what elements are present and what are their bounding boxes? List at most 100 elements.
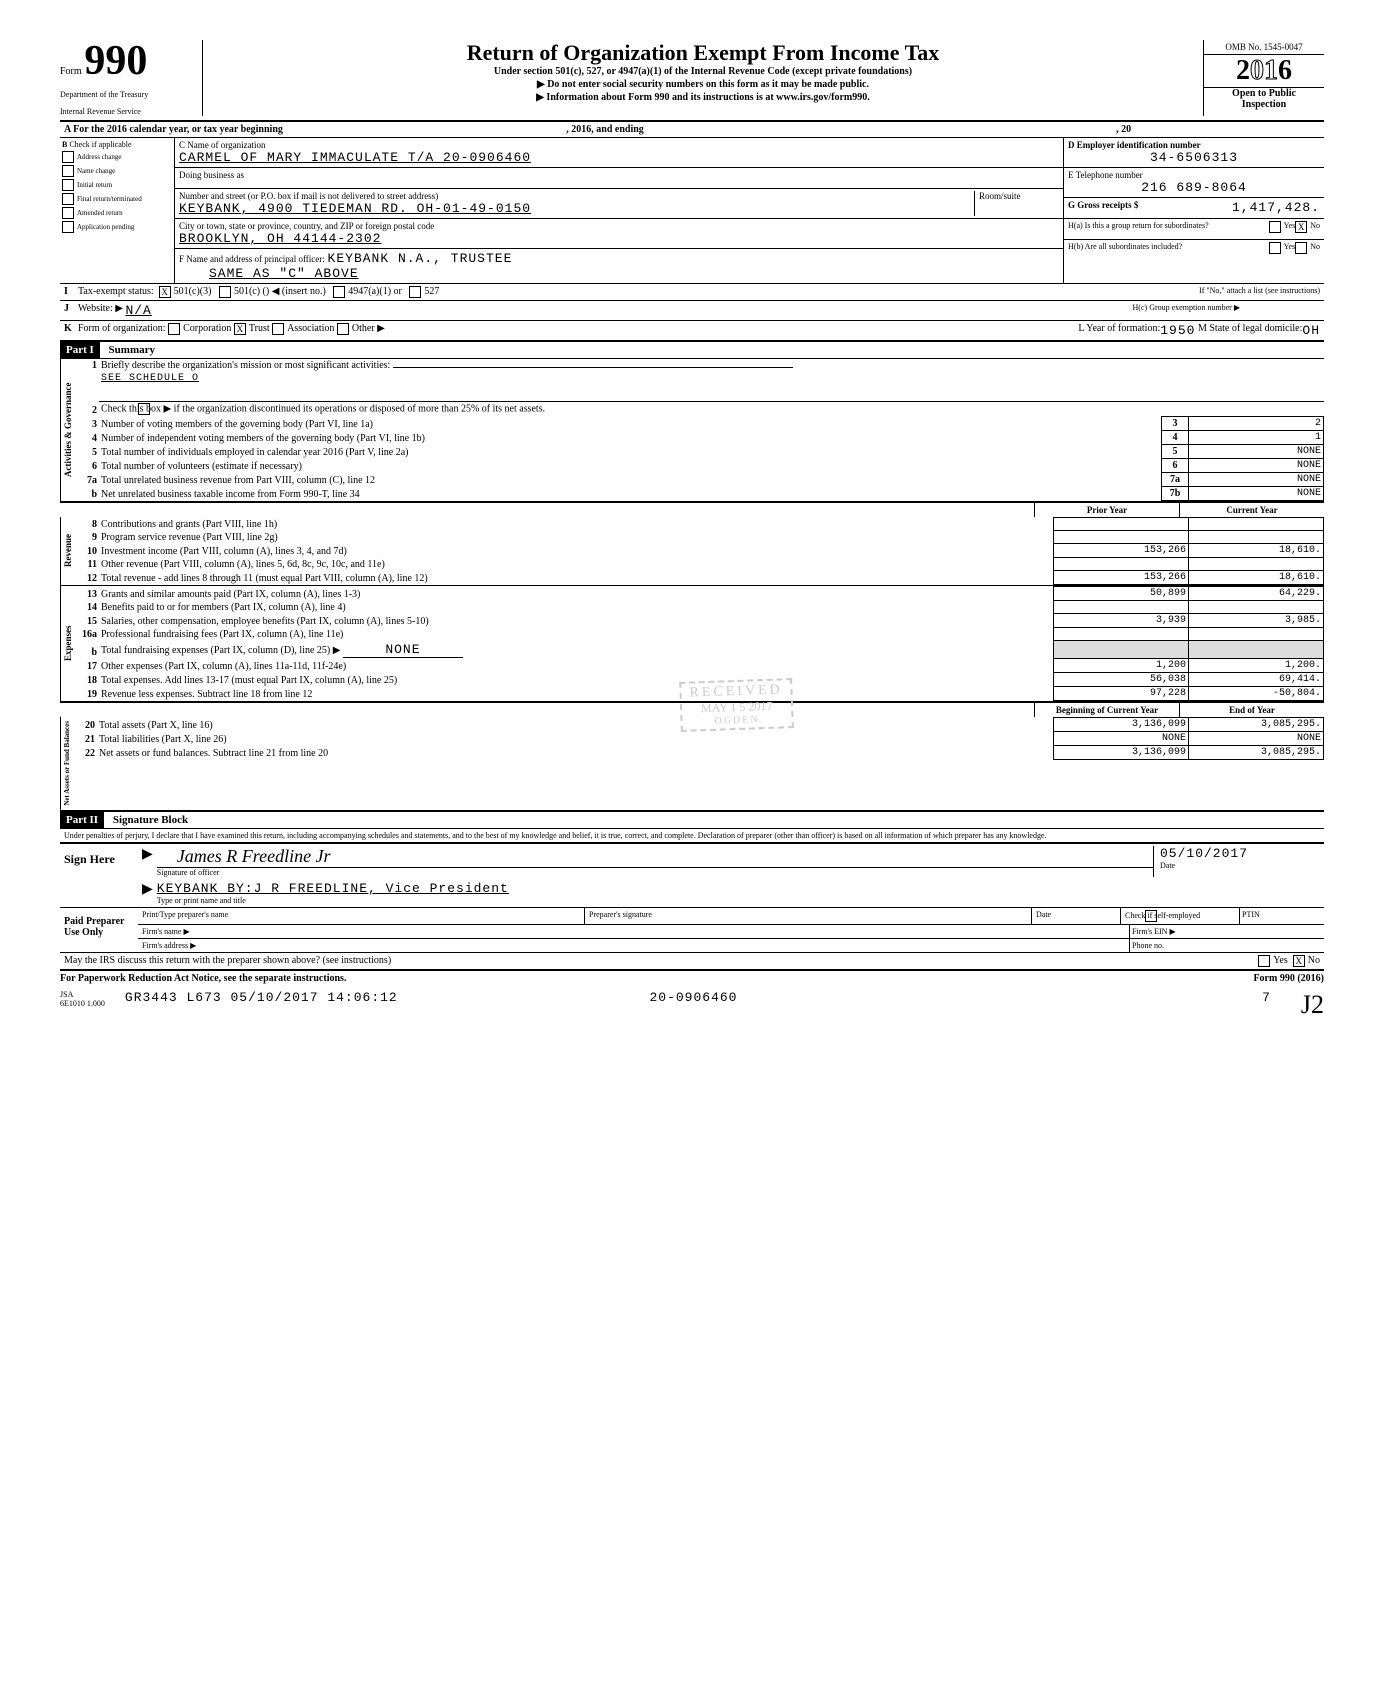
form-header: Form 990 Department of the Treasury Inte… [60,40,1324,122]
form-number-box: Form 990 Department of the Treasury Inte… [60,40,203,116]
column-c-org-info: C Name of organization CARMEL OF MARY IM… [175,138,1063,283]
part-1-header: Part I Summary [60,341,1324,359]
row-i: I Tax-exempt status: X 501(c)(3) 501(c) … [60,284,1324,301]
dept-irs: Internal Revenue Service [60,107,190,116]
chk-501c[interactable] [219,286,231,298]
line-12-prior: 153,266 [1054,571,1189,585]
line-7a-value: NONE [1189,473,1324,487]
row-a-text-mid: , 2016, and ending [566,124,644,135]
preparer-date-label: Date [1032,908,1121,924]
chk-initial-return[interactable] [62,179,74,191]
row-a-tax-year: A For the 2016 calendar year, or tax yea… [60,122,1324,138]
line-8-text: Contributions and grants (Part VIII, lin… [99,518,1054,531]
sidebar-net-assets: Net Assets or Fund Balances [60,717,73,810]
perjury-statement: Under penalties of perjury, I declare th… [60,829,1324,842]
line-22-current: 3,085,295. [1189,746,1324,760]
may-irs-text: May the IRS discuss this return with the… [64,955,391,967]
phone-value: 216 689-8064 [1068,180,1320,195]
jsa-code: 6E1010 1.000 [60,999,105,1008]
chk-other[interactable] [337,323,349,335]
line-12-text: Total revenue - add lines 8 through 11 (… [99,571,1054,585]
chk-name-change[interactable] [62,165,74,177]
prior-year-header: Prior Year [1034,503,1179,517]
title-box: Return of Organization Exempt From Incom… [203,40,1203,116]
line-6-text: Total number of volunteers (estimate if … [99,459,1162,473]
hb-yes[interactable] [1269,242,1281,254]
line-15-prior: 3,939 [1054,614,1189,628]
firm-ein-label: Firm's EIN ▶ [1130,925,1324,938]
header-info-section: B Check if applicable Address change Nam… [60,138,1324,284]
dba-label: Doing business as [179,170,1059,180]
part-1-title: Summary [103,344,155,356]
officer-label: F Name and address of principal officer: [179,254,325,264]
hb-no[interactable] [1295,242,1307,254]
ptin-label: PTIN [1240,908,1324,924]
line-15-text: Salaries, other compensation, employee b… [99,614,1054,628]
line-19-prior: 97,228 [1054,687,1189,701]
address-value: KEYBANK, 4900 TIEDEMAN RD. OH-01-49-0150 [179,201,974,216]
chk-application-pending[interactable] [62,221,74,233]
line-21-current: NONE [1189,732,1324,746]
preparer-sig-label: Preparer's signature [585,908,1032,924]
line-10-prior: 153,266 [1054,544,1189,558]
chk-4947[interactable] [333,286,345,298]
row-a-text-begin: A For the 2016 calendar year, or tax yea… [64,124,283,135]
part-1-badge: Part I [60,342,100,358]
row-k: K Form of organization: Corporation XTru… [60,321,1324,341]
footer-page-num: 7 [1262,990,1271,1020]
part-2-header: Part II Signature Block [60,811,1324,829]
tax-exempt-label: Tax-exempt status: [78,286,154,298]
chk-discontinued[interactable] [138,403,150,415]
instruction-line-1: ▶ Do not enter social security numbers o… [213,79,1193,90]
line-1-value: SEE SCHEDULE O [99,372,1324,385]
chk-address-change[interactable] [62,151,74,163]
sidebar-governance: Activities & Governance [60,359,75,501]
end-year-header: End of Year [1179,703,1324,717]
line-19-text: Revenue less expenses. Subtract line 18 … [99,687,1054,701]
line-4-value: 1 [1189,431,1324,445]
ha-no[interactable]: X [1295,221,1307,233]
form-footer: Form 990 (2016) [1253,973,1324,984]
sidebar-revenue: Revenue [60,517,75,585]
chk-corporation[interactable] [168,323,180,335]
j2-notation: J2 [1301,990,1324,1020]
arrow-icon-2 [142,881,157,905]
sidebar-expenses: Expenses [60,586,75,701]
form-word: Form [60,66,82,77]
chk-501c3[interactable]: X [159,286,171,298]
line-18-text: Total expenses. Add lines 13-17 (must eq… [99,673,1054,687]
address-label: Number and street (or P.O. box if mail i… [179,191,974,201]
form-title: Return of Organization Exempt From Incom… [213,40,1193,66]
officer-signature: James R Freedline Jr [157,846,1153,868]
signature-date: 05/10/2017 [1160,846,1320,861]
chk-may-no[interactable]: X [1293,955,1305,967]
line-7a-text: Total unrelated business revenue from Pa… [99,473,1162,487]
row-j: J Website: ▶ N/A H(c) Group exemption nu… [60,301,1324,321]
form-subtitle: Under section 501(c), 527, or 4947(a)(1)… [213,66,1193,77]
paid-preparer-label: Paid Preparer Use Only [60,908,138,952]
chk-association[interactable] [272,323,284,335]
k-label: K [64,323,78,338]
line-14-text: Benefits paid to or for members (Part IX… [99,601,1054,614]
chk-may-yes[interactable] [1258,955,1270,967]
line-13-prior: 50,899 [1054,587,1189,601]
year-formation-value: 1950 [1160,323,1195,338]
column-d-ein: D Employer identification number 34-6506… [1063,138,1324,283]
ein-label: D Employer identification number [1068,140,1320,150]
chk-527[interactable] [409,286,421,298]
officer-name: KEYBANK N.A., TRUSTEE [328,251,513,266]
chk-self-employed[interactable] [1145,910,1157,922]
line-20-text: Total assets (Part X, line 16) [97,718,1054,732]
ha-label: H(a) Is this a group return for subordin… [1068,221,1269,237]
ha-yes[interactable] [1269,221,1281,233]
chk-trust[interactable]: X [234,323,246,335]
line-10-current: 18,610. [1189,544,1324,558]
paperwork-row: For Paperwork Reduction Act Notice, see … [60,971,1324,984]
line-11-text: Other revenue (Part VIII, column (A), li… [99,558,1054,571]
chk-final-return[interactable] [62,193,74,205]
state-domicile-value: OH [1302,323,1320,338]
gross-receipts-label: G Gross receipts $ [1068,200,1138,216]
jsa-label: JSA [60,990,105,999]
city-value: BROOKLYN, OH 44144-2302 [179,231,1059,246]
chk-amended[interactable] [62,207,74,219]
